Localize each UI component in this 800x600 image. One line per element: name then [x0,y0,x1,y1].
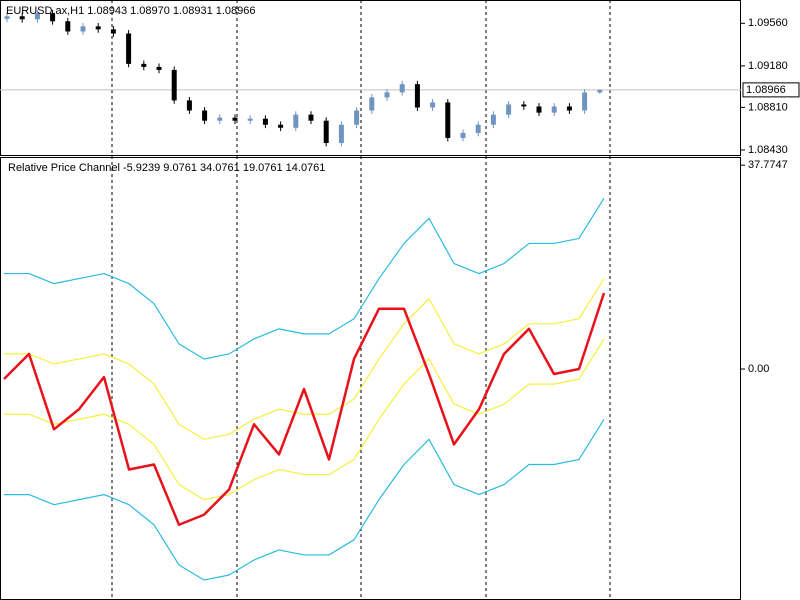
candle-body [202,110,208,121]
candle-body [293,114,299,128]
candle-body [4,16,10,19]
candle-body [186,100,192,111]
candle-body [414,84,420,108]
candle-body [506,104,512,115]
candle-body [217,117,223,121]
series-line [4,338,605,501]
candle-body [50,13,56,22]
candle-body [582,92,588,111]
candle-body [490,114,496,125]
y-tick-label: 1.08430 [748,144,788,156]
candle-body [430,102,436,108]
candle-body [171,69,177,101]
series-line [4,278,605,440]
candle-body [597,89,603,93]
price-pane-title: EURUSD.ax,H1 1.08943 1.08970 1.08931 1.0… [6,5,256,17]
candle-body [536,106,542,113]
candle-body [141,63,147,67]
candle-body [399,84,405,93]
candle-body [156,66,162,70]
series-line [4,418,605,581]
candle-body [323,120,329,144]
y-tick-label: 0.00 [748,363,769,375]
candle-body [551,106,557,113]
price-label: 1.08966 [746,84,786,96]
candle-body [126,33,132,64]
candle-body [65,21,71,32]
indicator-pane-title: Relative Price Channel -5.9239 9.0761 34… [8,162,325,174]
y-tick-label: 1.08810 [748,101,788,113]
candle-body [247,118,253,121]
candle-body [354,110,360,125]
candle-body [445,102,451,138]
candle-body [262,118,268,125]
candle-body [475,124,481,133]
price-pane-frame [0,0,741,156]
candle-body [521,104,527,107]
candle-body [338,124,344,144]
series-line [3,292,606,527]
candle-body [278,124,284,128]
price-label-box [742,82,800,98]
candle-body [369,97,375,111]
separators [111,0,611,600]
candle-body [80,26,86,32]
series-line [4,197,605,360]
candle-body [308,114,314,121]
y-tick-label: 1.09180 [748,60,788,72]
candle-body [110,29,116,34]
candle-body [566,106,572,111]
candle-body [34,13,40,20]
candle-body [19,16,25,20]
candle-body [95,26,101,30]
candle-body [232,117,238,121]
candle-body [460,132,466,138]
y-tick-label: 37.7747 [748,159,788,171]
y-tick-label: 1.09560 [748,17,788,29]
candle-body [384,92,390,98]
